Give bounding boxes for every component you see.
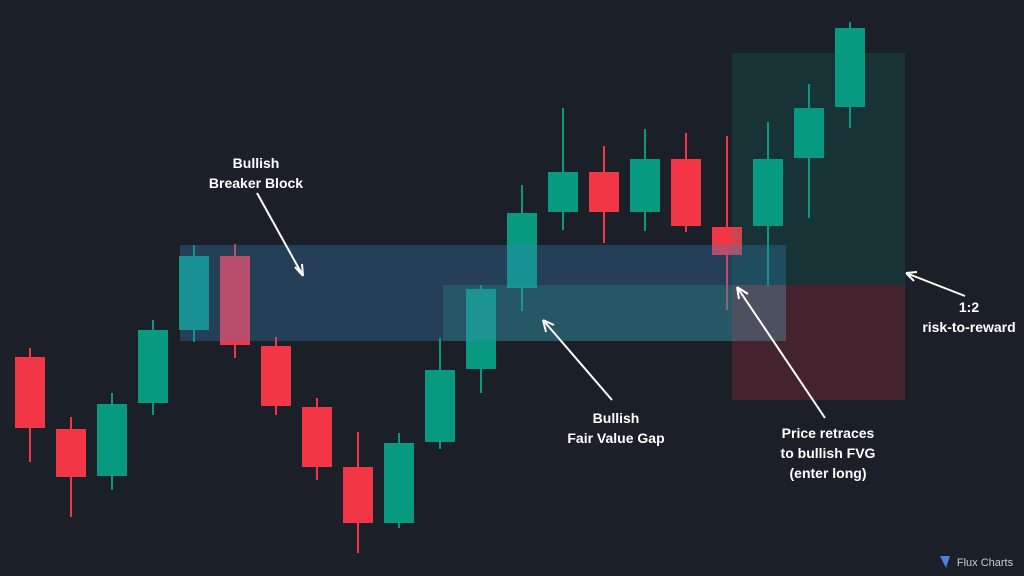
- candle-body: [630, 159, 660, 212]
- candle-body: [302, 407, 332, 467]
- logo-text: Flux Charts: [957, 557, 1014, 569]
- fvg-zone: [443, 285, 786, 341]
- candle-body: [343, 467, 373, 523]
- candles: [15, 22, 865, 553]
- annotation-text: (enter long): [790, 465, 867, 481]
- candle-body: [712, 227, 742, 255]
- candle-body: [466, 289, 496, 369]
- candle-body: [794, 108, 824, 158]
- arrow: [905, 271, 966, 297]
- annotation-text: Bullish: [593, 410, 640, 426]
- target-zone: [732, 53, 905, 285]
- candle-body: [425, 370, 455, 442]
- candle-body: [671, 159, 701, 226]
- arrow: [736, 286, 826, 419]
- annotation-text: Bullish: [233, 155, 280, 171]
- candle-body: [15, 357, 45, 428]
- candle-body: [835, 28, 865, 107]
- stop-zone: [732, 285, 905, 400]
- logo-icon: [940, 556, 950, 568]
- arrows: [256, 192, 966, 419]
- annotation-text: 1:2: [959, 299, 979, 315]
- logo: Flux Charts: [940, 556, 1014, 569]
- candle-body: [220, 256, 250, 345]
- candle-body: [138, 330, 168, 403]
- candle-body: [56, 429, 86, 477]
- candle-body: [261, 346, 291, 406]
- candle-body: [548, 172, 578, 212]
- annotation-text: Price retraces: [782, 425, 875, 441]
- candle-body: [589, 172, 619, 212]
- candle-body: [179, 256, 209, 330]
- annotation-text: to bullish FVG: [781, 445, 876, 461]
- breaker-block-zone: [180, 245, 786, 341]
- arrow: [256, 192, 304, 277]
- arrow: [542, 319, 613, 401]
- candle-body: [97, 404, 127, 476]
- candle-body: [384, 443, 414, 523]
- candle-body: [753, 159, 783, 226]
- annotations: Bullish Breaker Block Bullish Fair Value Ga…: [209, 155, 1016, 481]
- annotation-text: Fair Value Gap: [567, 430, 664, 446]
- annotation-text: risk-to-reward: [922, 319, 1015, 335]
- candle-body: [507, 213, 537, 288]
- annotation-text: Breaker Block: [209, 175, 303, 191]
